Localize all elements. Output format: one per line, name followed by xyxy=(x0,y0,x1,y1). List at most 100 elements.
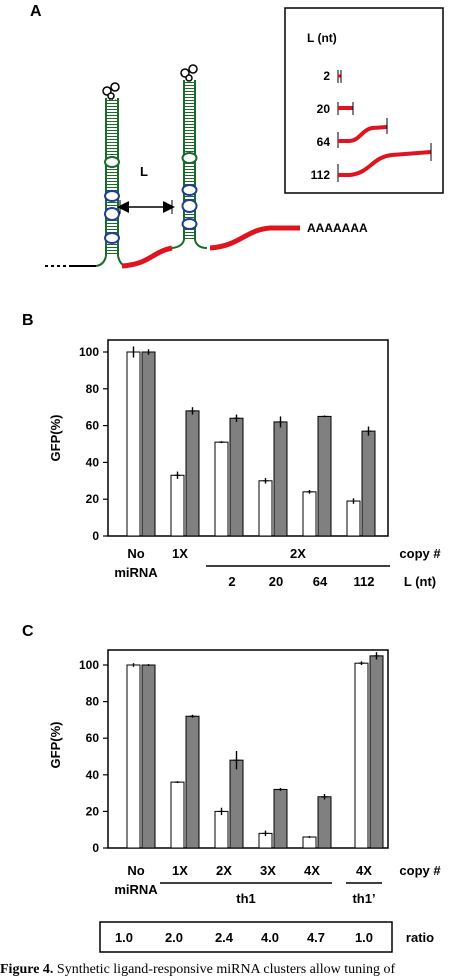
ratio-value: 2.0 xyxy=(165,930,183,945)
bar-white xyxy=(214,441,229,537)
y-tick-label: 60 xyxy=(86,731,100,745)
legend-box xyxy=(284,7,444,194)
panel-a-label: A xyxy=(30,3,42,20)
bar-gray xyxy=(317,415,332,537)
bar-white xyxy=(214,810,229,849)
spacer-legend: L (nt) 2 20 64 112 xyxy=(284,7,444,194)
legend-row-label: 64 xyxy=(317,135,331,149)
bar-gray xyxy=(141,664,156,849)
hairpin-2 xyxy=(180,64,198,240)
panel-c-copy: 3X xyxy=(260,863,276,878)
figure-caption: Figure 4. Synthetic ligand-responsive mi… xyxy=(0,963,474,977)
bar-gray xyxy=(185,410,200,537)
figure-caption-text: Synthetic ligand-responsive miRNA cluste… xyxy=(53,963,396,977)
panel-b-copy-label: copy # xyxy=(399,546,441,561)
bar-white xyxy=(170,781,185,849)
y-tick-label: 80 xyxy=(86,695,100,709)
hairpin2-base xyxy=(171,239,185,249)
panel-c-cat-no-mirna: miRNA xyxy=(114,882,158,897)
panel-c-y-ticks: 0 20 40 60 80 100 xyxy=(79,658,108,855)
y-tick-label: 80 xyxy=(86,382,100,396)
panel-b-y-ticks: 0 20 40 60 80 100 xyxy=(79,345,108,543)
panel-c-th1: th1 xyxy=(236,891,256,906)
panel-b-label: B xyxy=(22,312,34,329)
hairpin-1 xyxy=(102,82,120,256)
hairpin-2-bulge-blue-3 xyxy=(181,218,198,230)
bar-white xyxy=(302,491,317,537)
bar-white xyxy=(170,474,185,537)
hairpin-1-bulge-blue-3 xyxy=(104,232,120,244)
legend-row-label: 20 xyxy=(317,102,331,116)
bar-white xyxy=(354,662,369,849)
ratio-value: 4.7 xyxy=(307,930,325,945)
y-tick-label: 40 xyxy=(86,768,100,782)
ratio-value: 1.0 xyxy=(355,930,373,945)
hairpin-1-bulge-blue-1 xyxy=(104,190,120,202)
ratio-box xyxy=(99,921,393,953)
hairpin-2-bulge-blue-1 xyxy=(181,184,198,196)
spacer-length-label: L xyxy=(140,164,148,179)
hairpin-2-bulge-blue-2 xyxy=(181,199,198,213)
figure-caption-number: Figure 4. xyxy=(0,963,54,977)
hairpin-1-bulge-blue-2 xyxy=(104,207,120,221)
bar-gray xyxy=(273,788,288,849)
legend-row-label: 2 xyxy=(323,69,330,83)
panel-c-copy: 4X xyxy=(304,863,320,878)
bar-white xyxy=(302,836,317,849)
panel-b-cat-2x: 2X xyxy=(290,546,306,561)
panel-b: B GFP(%) 0 20 40 60 80 100 No miRNA 1X 2X cop… xyxy=(22,312,441,589)
panel-c-copy-label: copy # xyxy=(399,863,441,878)
bar-gray xyxy=(317,796,332,849)
bar-gray xyxy=(229,759,244,849)
ratio-value: 2.4 xyxy=(215,930,234,945)
panel-b-y-axis-title: GFP(%) xyxy=(48,415,63,462)
bar-gray xyxy=(141,351,156,537)
y-tick-label: 60 xyxy=(86,419,100,433)
bar-gray xyxy=(185,715,200,849)
hairpin1-base xyxy=(95,255,107,267)
y-tick-label: 0 xyxy=(92,529,99,543)
panel-b-cat-no-mirna: miRNA xyxy=(114,565,158,580)
bar-white xyxy=(346,500,361,537)
poly-a-tail: AAAAAAA xyxy=(307,221,368,235)
panel-c-copy: 1X xyxy=(172,863,188,878)
bar-white xyxy=(126,351,141,537)
y-tick-label: 100 xyxy=(79,658,99,672)
ratio-value: 1.0 xyxy=(115,930,133,945)
bar-white xyxy=(258,480,273,537)
panel-b-cat-no-mirna: No xyxy=(127,546,144,561)
panel-c-cat-no-mirna: No xyxy=(127,863,144,878)
y-tick-label: 40 xyxy=(86,455,100,469)
panel-b-l-value: 112 xyxy=(354,574,375,589)
y-tick-label: 100 xyxy=(79,345,99,359)
bar-gray xyxy=(273,421,288,537)
hairpin-2-bulge-green xyxy=(181,152,198,164)
panel-b-l-label: L (nt) xyxy=(404,574,436,589)
panel-c-th1p: th1’ xyxy=(352,891,375,906)
bar-white xyxy=(126,664,141,849)
panel-c-copy: 2X xyxy=(216,863,232,878)
panel-c-bars xyxy=(126,652,384,849)
y-tick-label: 0 xyxy=(92,841,99,855)
panel-c-copy: 4X xyxy=(356,863,372,878)
y-tick-label: 20 xyxy=(86,492,100,506)
panel-b-l-value: 64 xyxy=(313,574,328,589)
panel-a: A AAAAAAA xyxy=(30,3,444,269)
panel-b-l-value: 20 xyxy=(269,574,283,589)
y-tick-label: 20 xyxy=(86,804,100,818)
bar-gray xyxy=(229,417,244,537)
panel-c-label: C xyxy=(22,623,34,640)
legend-row-label: 112 xyxy=(311,168,331,182)
spacer-segment-1 xyxy=(121,245,173,269)
bar-gray xyxy=(369,655,384,849)
ratio-value: 4.0 xyxy=(261,930,279,945)
ratio-label: ratio xyxy=(406,930,434,945)
bar-gray xyxy=(361,430,376,537)
hairpin-1-rungs xyxy=(107,100,117,255)
panel-c-y-axis-title: GFP(%) xyxy=(48,722,63,769)
panel-b-bars xyxy=(126,346,376,537)
panel-b-l-value: 2 xyxy=(228,574,235,589)
hairpin-1-bulge-green xyxy=(104,156,120,168)
